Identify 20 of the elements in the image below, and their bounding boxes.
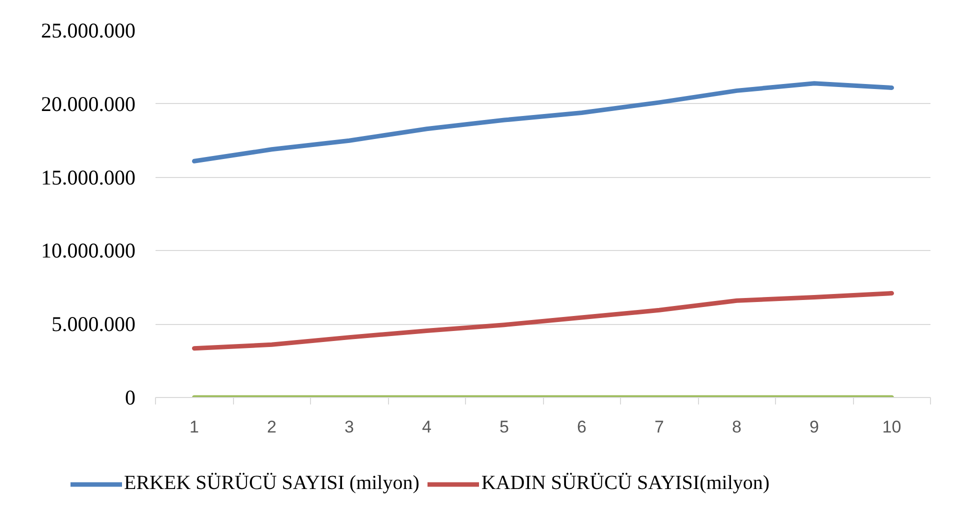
x-tick-label: 4 <box>422 418 432 436</box>
y-tick-label: 5.000.000 <box>52 312 136 336</box>
y-tick-label: 10.000.000 <box>41 238 136 263</box>
y-tick-label: 0 <box>125 386 136 410</box>
x-tick-label: 9 <box>810 418 819 436</box>
x-tick-label: 1 <box>190 418 199 436</box>
x-tick-label: 3 <box>344 418 354 436</box>
x-tick-label: 5 <box>500 418 509 436</box>
legend-label: ERKEK SÜRÜCÜ SAYISI (milyon) <box>124 472 420 495</box>
y-tick-label: 15.000.000 <box>41 165 136 190</box>
y-tick-label: 20.000.000 <box>41 92 136 116</box>
line-series <box>192 81 894 164</box>
line-series <box>192 291 894 351</box>
x-tick-label: 8 <box>732 418 742 436</box>
x-tick-label: 6 <box>577 418 586 436</box>
x-tick-label: 7 <box>654 418 664 436</box>
x-tick-label: 2 <box>267 418 276 436</box>
y-tick-label: 25.000.000 <box>41 18 136 42</box>
legend-label: KADIN SÜRÜCÜ SAYISI(milyon) <box>481 472 770 495</box>
x-tick-label: 10 <box>882 418 902 436</box>
